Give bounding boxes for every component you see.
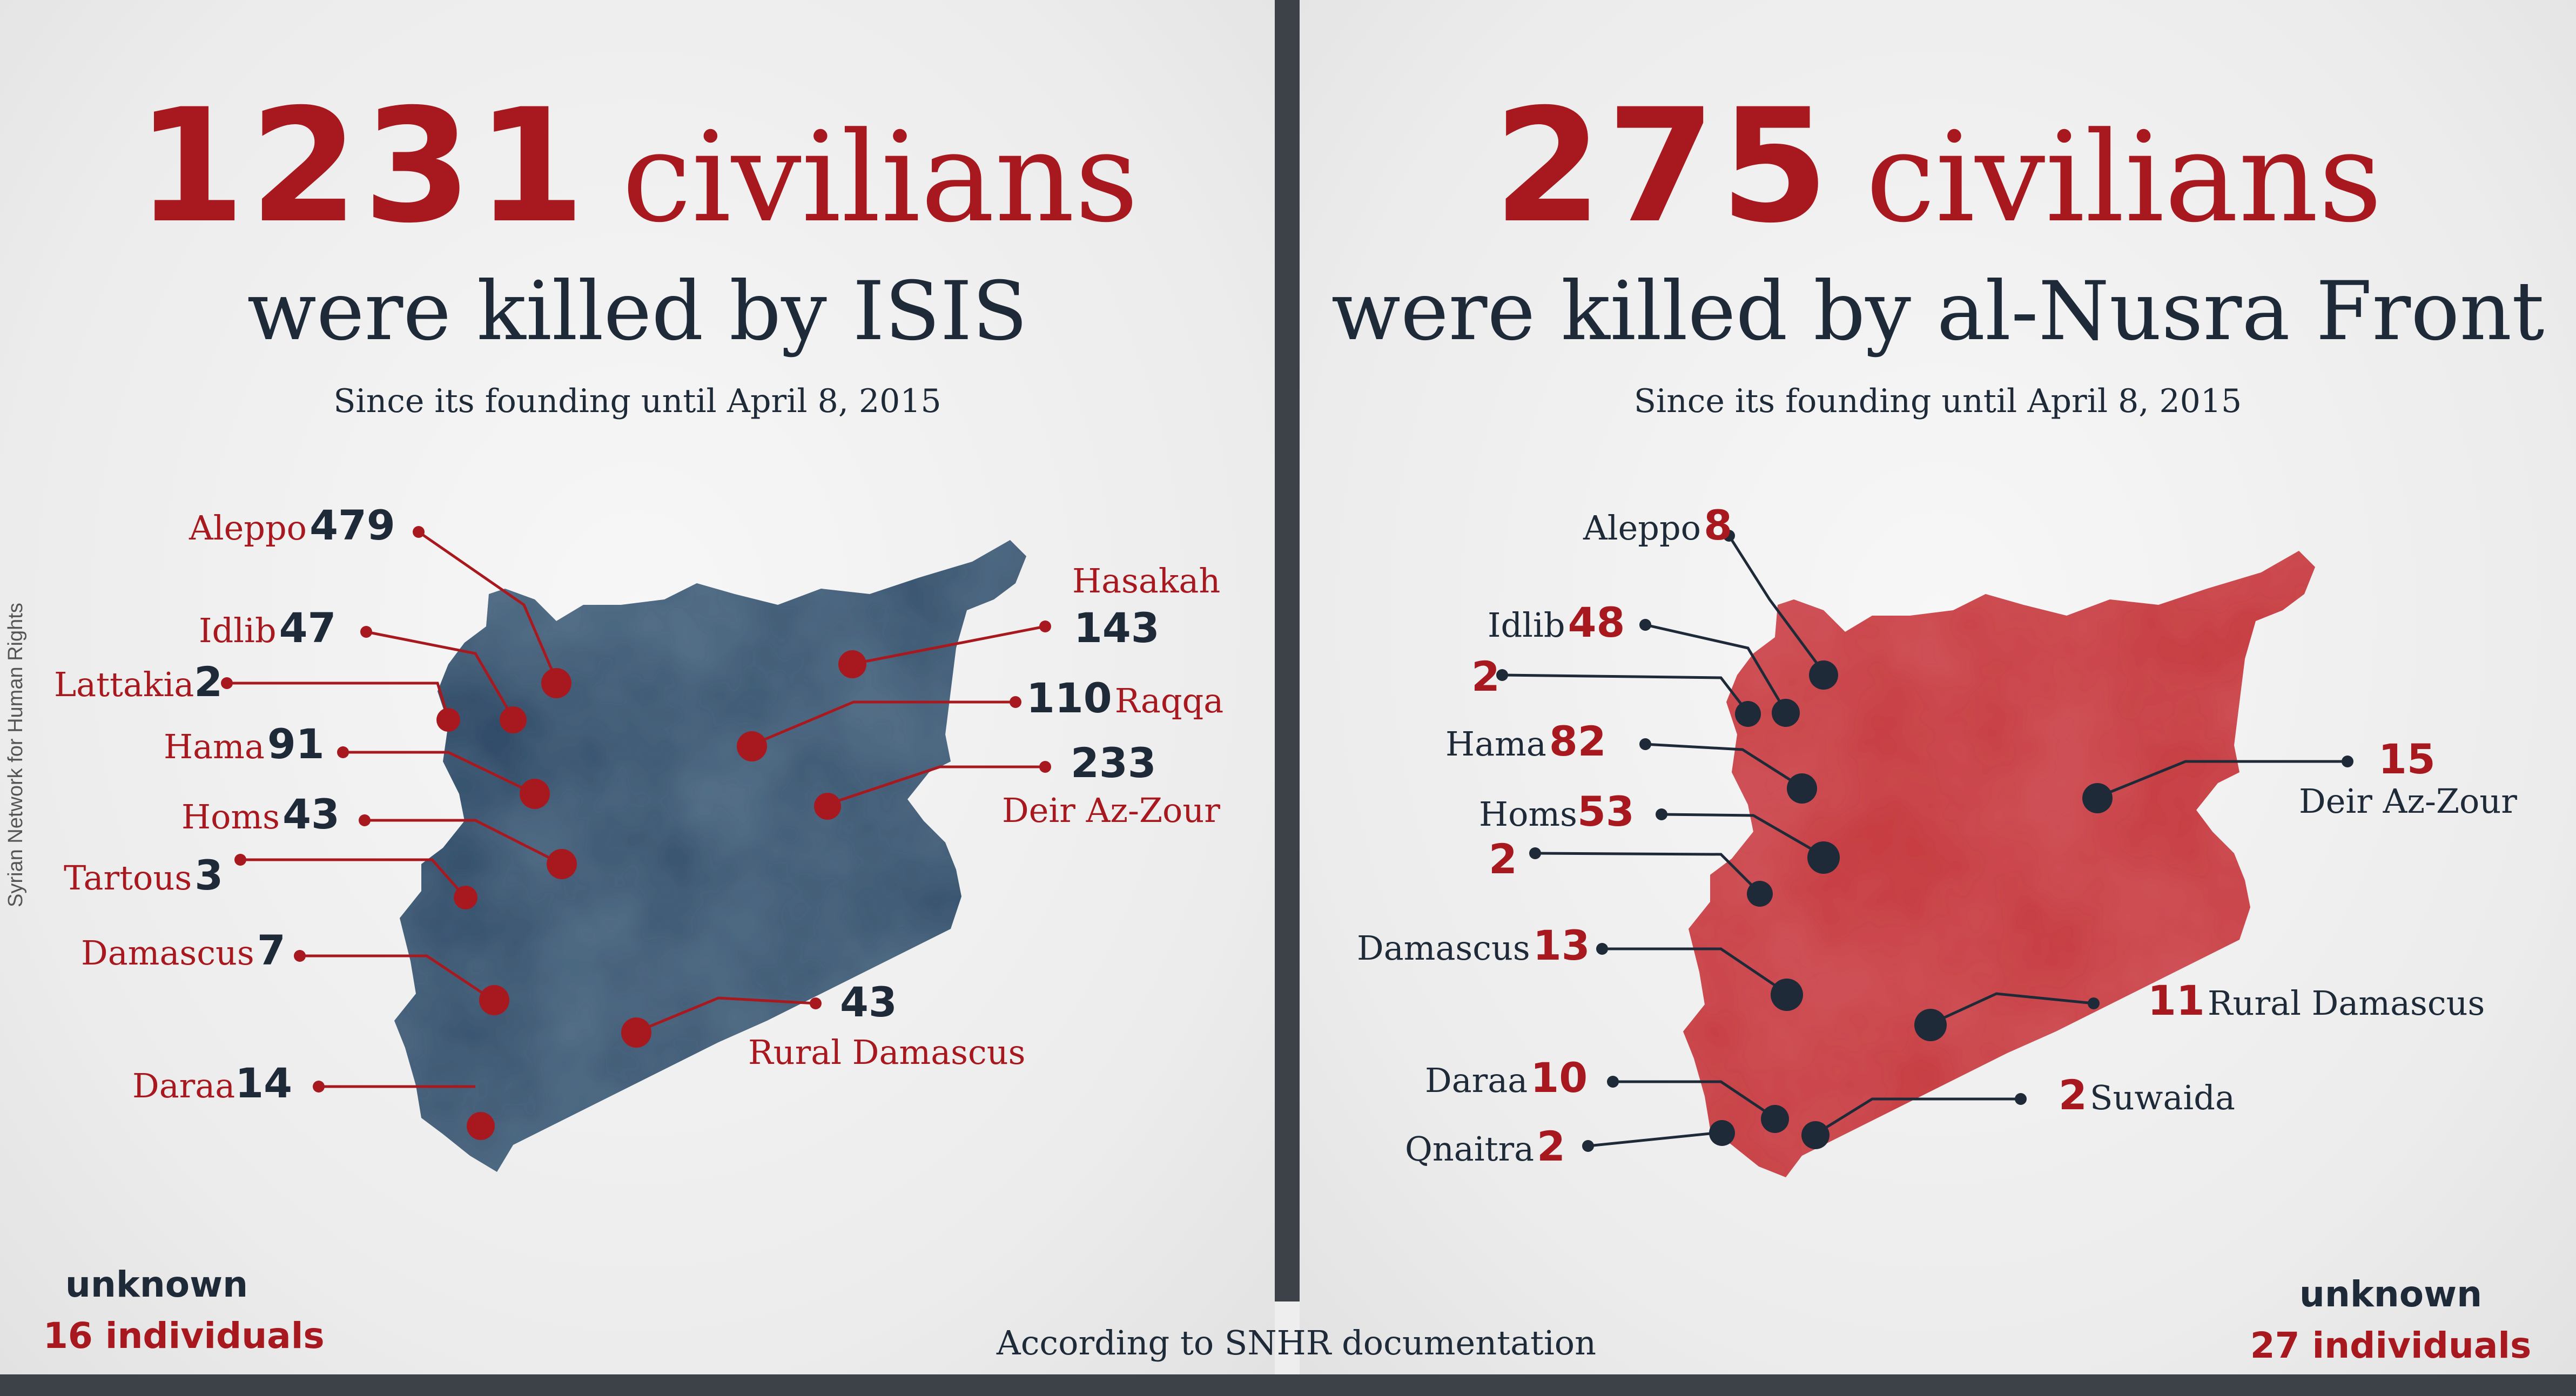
source-credit: Syrian Network for Human Rights <box>4 603 27 907</box>
region-label-unnamed-a: 2 <box>1471 652 1500 700</box>
map-shape <box>394 540 1026 1172</box>
region-label-deir-name: Deir Az-Zour <box>2299 781 2517 821</box>
unknown-count: unknown 27 individuals <box>2250 1273 2532 1366</box>
region-label-hasakah-name: Hasakah <box>1072 561 1221 601</box>
region-label-rural-damascus-name: Rural Damascus <box>748 1033 1026 1072</box>
divider <box>1275 0 1300 1301</box>
headline: 1231 civilians <box>0 76 1275 258</box>
region-label-hama: Hama 82 <box>1445 717 1606 765</box>
region-label-lattakia: Lattakia2 <box>54 658 223 706</box>
syria-map-nusra <box>1683 551 2315 1177</box>
count-word: civilians <box>622 106 1139 250</box>
region-label-damascus: Damascus 13 <box>1357 921 1590 969</box>
region-label-daraa: Daraa14 <box>132 1059 293 1107</box>
region-label-hama: Hama 91 <box>164 720 325 768</box>
bottom-bar <box>0 1374 2576 1396</box>
region-label-aleppo: Aleppo 479 <box>189 501 395 549</box>
headline: 275 civilians <box>1300 76 2576 258</box>
region-label-unnamed-b: 2 <box>1489 835 1517 883</box>
leader-lines-nusra <box>1496 530 2353 1152</box>
region-label-homs: Homs53 <box>1479 787 1635 835</box>
map-shape <box>1683 551 2315 1177</box>
count-word: civilians <box>1866 106 2383 250</box>
region-label-qnaitra: Qnaitra 2 <box>1405 1122 1566 1170</box>
footer-note: According to SNHR documentation <box>996 1323 1597 1363</box>
total-count: 275 <box>1493 76 1834 258</box>
region-label-deir-value: 233 <box>1071 739 1156 787</box>
region-label-hasakah-value: 143 <box>1074 604 1160 652</box>
subtitle: were killed by ISIS <box>247 265 1028 359</box>
isis-panel: 1231 civilians were killed by ISIS Since … <box>0 0 1275 1374</box>
region-label-suwaida: 2 Suwaida <box>2059 1071 2235 1119</box>
region-label-deir-value: 15 <box>2378 735 2436 783</box>
unknown-count: unknown 16 individuals <box>43 1264 325 1357</box>
subtitle: were killed by al-Nusra Front <box>1331 265 2545 359</box>
leader-dot <box>413 526 425 538</box>
nusra-panel: 275 civilians were killed by al-Nusra Fro… <box>1300 0 2576 1374</box>
region-label-homs: Homs 43 <box>181 790 340 838</box>
region-label-idlib: Idlib 47 <box>199 604 337 652</box>
region-label-daraa: Daraa 10 <box>1425 1054 1588 1102</box>
leader-lines-isis <box>221 526 1051 1140</box>
region-label-aleppo: Aleppo 8 <box>1583 501 1732 549</box>
region-label-rural-damascus-value: 43 <box>840 978 897 1026</box>
region-label-idlib: Idlib 48 <box>1488 598 1625 646</box>
region-label-rural-damascus: 11 Rural Damascus <box>2148 976 2485 1024</box>
date-range: Since its founding until April 8, 2015 <box>333 382 941 420</box>
date-range: Since its founding until April 8, 2015 <box>1633 382 2242 420</box>
syria-map-isis <box>394 540 1026 1172</box>
region-label-raqqa: 110 Raqqa <box>1026 674 1224 722</box>
region-label-damascus: Damascus 7 <box>81 926 286 974</box>
total-count: 1231 <box>136 76 590 258</box>
region-label-deir-name: Deir Az-Zour <box>1002 791 1220 830</box>
region-label-tartous: Tartous 3 <box>64 851 224 899</box>
